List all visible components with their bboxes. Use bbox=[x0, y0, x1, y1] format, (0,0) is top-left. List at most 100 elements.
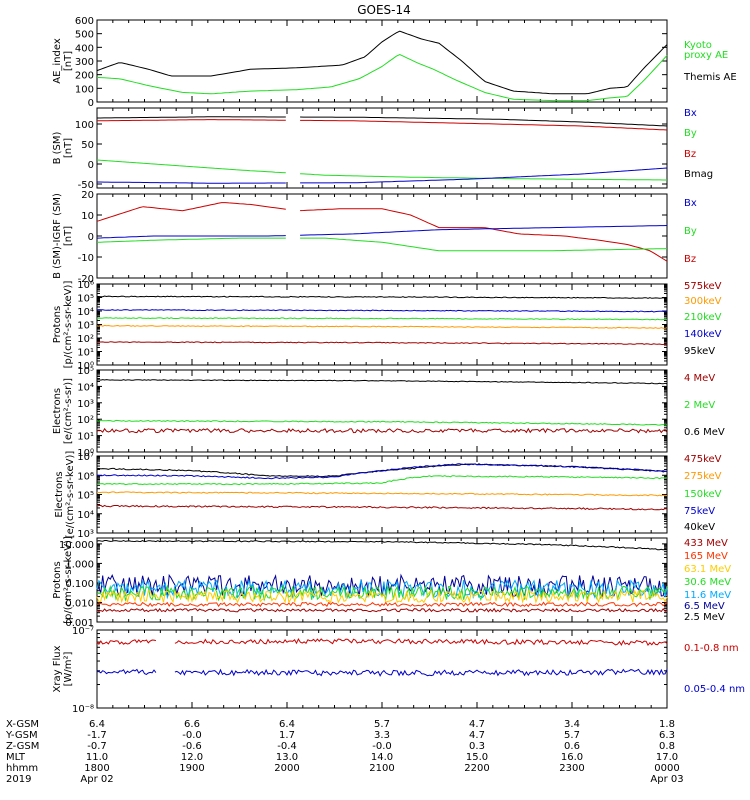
y-axis-label-line: [e/(cm²-s-sr-keV)] bbox=[65, 451, 76, 539]
y-tick-label: 10³ bbox=[77, 529, 94, 540]
legend-0-6-mev: 0.6 MeV bbox=[684, 427, 725, 438]
x-row-label-hhmm: hhmm bbox=[6, 763, 38, 774]
legend-475kev: 475keV bbox=[684, 454, 722, 465]
x-cell: -0.6 bbox=[182, 741, 202, 752]
y-tick-label: 10⁻⁸ bbox=[72, 704, 94, 715]
series-275kev bbox=[96, 491, 668, 497]
y-tick-label: 10⁵ bbox=[77, 294, 94, 305]
legend-by: By bbox=[684, 128, 697, 139]
y-axis-label-line: B (SM) bbox=[52, 131, 63, 164]
series-75kev bbox=[96, 463, 668, 480]
x-row-label-2019: 2019 bbox=[6, 774, 31, 785]
legend-11-6-mev: 11.6 MeV bbox=[684, 590, 731, 601]
series-bx bbox=[97, 167, 668, 184]
y-tick-label: 0 bbox=[88, 160, 94, 171]
y-tick-label: 10⁵ bbox=[77, 366, 94, 377]
x-cell: 3.3 bbox=[374, 730, 390, 741]
series-2-mev bbox=[96, 419, 668, 426]
y-axis-label-line: [e/(cm²-s-sr)] bbox=[63, 378, 74, 444]
legend-75kev: 75keV bbox=[684, 506, 715, 517]
series-0-05-0-4-nm bbox=[96, 668, 668, 677]
legend-275kev: 275keV bbox=[684, 471, 722, 482]
y-axis-label-line: [W/m²] bbox=[63, 651, 74, 686]
legend-6-5-mev: 6.5 MeV bbox=[684, 601, 725, 612]
y-axis-label: B (SM)[nT] bbox=[52, 131, 74, 164]
y-tick-label: 0.100 bbox=[65, 579, 94, 590]
x-cell: 1.7 bbox=[279, 730, 295, 741]
x-cell: 3.4 bbox=[564, 719, 580, 730]
x-cell: -0.7 bbox=[87, 741, 107, 752]
legend-165-mev: 165 MeV bbox=[684, 551, 728, 562]
y-axis-label: Electrons[e/(cm²-s-sr)] bbox=[52, 378, 74, 444]
y-tick-label: 10⁵ bbox=[77, 491, 94, 502]
x-cell: -0.0 bbox=[372, 741, 392, 752]
legend-575kev: 575keV bbox=[684, 281, 722, 292]
x-cell: 2000 bbox=[274, 763, 299, 774]
series-themis-ae bbox=[96, 30, 668, 95]
legend-bz: Bz bbox=[684, 149, 696, 160]
legend-300kev: 300keV bbox=[684, 296, 722, 307]
y-tick-label: 0.001 bbox=[65, 618, 94, 629]
legend-bz: Bz bbox=[684, 254, 696, 265]
y-axis-label-line: AE_index bbox=[52, 38, 63, 84]
x-cell: -0.0 bbox=[182, 730, 202, 741]
x-axis-table: X-GSMY-GSMZ-GSMMLThhmm20196.4-1.7-0.711.… bbox=[5, 719, 684, 785]
y-tick-label: 10³ bbox=[77, 399, 94, 410]
series-0-1-0-8-nm bbox=[96, 638, 668, 647]
panel-1: 0100200300400500600AE_index[nT]Kyotoprox… bbox=[52, 16, 737, 109]
y-tick-label: 50 bbox=[81, 140, 94, 151]
legend-bx: Bx bbox=[684, 108, 697, 119]
y-tick-label: 10² bbox=[77, 415, 94, 426]
legend-140kev: 140keV bbox=[684, 329, 722, 340]
x-cell: 13.0 bbox=[276, 752, 298, 763]
series-575kev bbox=[96, 341, 668, 346]
x-cell: 1800 bbox=[84, 763, 109, 774]
y-axis-label-line: Protons bbox=[52, 561, 63, 598]
series-210kev bbox=[96, 317, 668, 321]
panels: 0100200300400500600AE_index[nT]Kyotoprox… bbox=[52, 16, 745, 715]
y-axis-label-line: [p/(cm²-s-sr-keV)] bbox=[63, 536, 74, 624]
series-63-1-mev bbox=[96, 589, 668, 604]
y-axis-label-line: [nT] bbox=[63, 51, 74, 71]
y-tick-label: 10⁰ bbox=[77, 361, 94, 372]
x-cell: Apr 02 bbox=[80, 774, 113, 785]
y-axis-label-line: [p/(cm²-s-sr-keV)] bbox=[63, 281, 74, 369]
x-cell: 0.6 bbox=[564, 741, 580, 752]
y-tick-label: 10⁻⁷ bbox=[72, 626, 94, 637]
x-cell: 2200 bbox=[464, 763, 489, 774]
y-tick-label: 0 bbox=[88, 232, 94, 243]
x-cell: 1.8 bbox=[659, 719, 675, 730]
y-tick-label: 10³ bbox=[77, 321, 94, 332]
y-tick-label: 0.010 bbox=[65, 598, 94, 609]
y-tick-label: 10² bbox=[77, 334, 94, 345]
y-tick-label: 100 bbox=[75, 84, 94, 95]
legend-433-mev: 433 MeV bbox=[684, 538, 728, 549]
x-cell: 2300 bbox=[559, 763, 584, 774]
x-cell: 12.0 bbox=[181, 752, 203, 763]
legend-0-1-0-8-nm: 0.1-0.8 nm bbox=[684, 643, 739, 654]
y-tick-label: 10⁶ bbox=[77, 471, 94, 482]
series-165-mev bbox=[96, 601, 668, 608]
series-2-5-mev bbox=[96, 539, 668, 551]
x-cell: 0.8 bbox=[659, 741, 675, 752]
x-cell: 6.4 bbox=[279, 719, 295, 730]
y-tick-label: 10⁷ bbox=[77, 452, 94, 463]
series-300kev bbox=[96, 324, 668, 329]
y-axis-label: Protons[p/(cm²-s-sr-keV)] bbox=[52, 281, 74, 369]
y-tick-label: -50 bbox=[78, 180, 94, 191]
y-axis-label: B (SM)-IGRF (SM)[nT] bbox=[52, 193, 74, 279]
x-cell: -1.7 bbox=[87, 730, 107, 741]
series-40kev bbox=[96, 463, 668, 478]
panel-3: -20 -10 0 10 20 B (SM)-IGRF (SM)[nT] Bx By Bz bbox=[52, 190, 697, 285]
series-140kev bbox=[96, 309, 668, 313]
series-4-mev bbox=[96, 427, 668, 434]
x-cell: 0000 bbox=[654, 763, 679, 774]
series-bmag bbox=[97, 116, 668, 127]
x-cell: 5.7 bbox=[564, 730, 580, 741]
legend-kyoto: Kyoto bbox=[684, 40, 712, 51]
y-axis-label-line: Electrons bbox=[54, 471, 65, 517]
series-475kev bbox=[96, 504, 668, 511]
x-cell: -0.4 bbox=[277, 741, 297, 752]
legend-63-1-mev: 63.1 MeV bbox=[684, 564, 731, 575]
